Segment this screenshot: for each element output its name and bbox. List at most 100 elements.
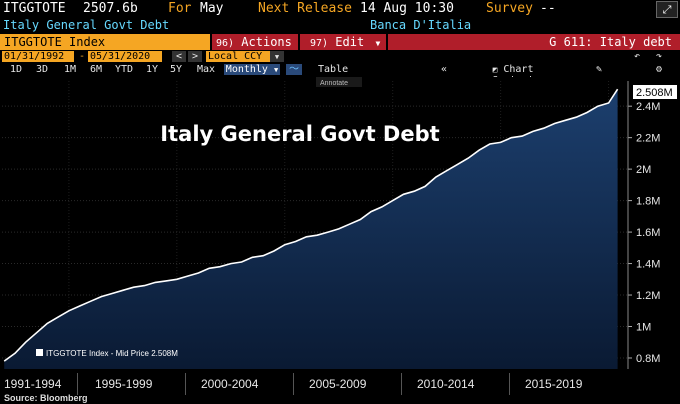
x-period-label: 2015-2019: [525, 377, 583, 391]
security-name: Italy General Govt Debt: [3, 18, 170, 32]
end-date-input[interactable]: 05/31/2020: [88, 51, 162, 62]
start-date-input[interactable]: 01/31/1992: [2, 51, 74, 62]
debt-area-fill: [4, 89, 618, 369]
caret-down-icon: ▼: [274, 53, 280, 61]
line-chart-toggle[interactable]: 〜: [286, 64, 302, 75]
range-label: 5Y: [169, 64, 183, 75]
y-tick-label: 2.4M: [636, 101, 660, 113]
x-period-label: 2000-2004: [201, 377, 259, 391]
collapse-button[interactable]: «: [436, 64, 452, 75]
y-tick-label: 1.4M: [636, 259, 660, 271]
expand-icon: ⤢: [662, 3, 672, 16]
start-date-text: 01/31/1992: [4, 51, 65, 62]
debt-series-line: [3, 88, 619, 362]
x-axis: 1991-1994 1995-1999 2000-2004 2005-2009 …: [0, 373, 680, 395]
redo-button[interactable]: ↷: [652, 51, 666, 62]
last-value-label: 2.508M: [636, 87, 673, 99]
annotate-button[interactable]: Annotate: [316, 77, 362, 87]
x-period-label: 2005-2009: [309, 377, 367, 391]
frequency-select[interactable]: Monthly ▼: [224, 64, 280, 75]
range-1y-button[interactable]: 1Y: [142, 64, 162, 75]
chart-content-icon: ◩: [492, 65, 498, 74]
function-title: G 611: Italy debt: [388, 34, 680, 50]
range-bar: 1D 3D 1M 6M YTD 1Y 5Y Max Monthly ▼ 〜 Ta…: [0, 63, 680, 86]
x-separator: [185, 373, 186, 395]
prev-period-button[interactable]: <: [172, 51, 186, 62]
table-button[interactable]: Table: [318, 64, 348, 75]
caret-down-icon: ▼: [273, 66, 279, 74]
range-ytd-button[interactable]: YTD: [110, 64, 138, 75]
range-label: 1M: [63, 64, 77, 75]
for-label: For: [168, 1, 192, 16]
currency-dropdown-button[interactable]: ▼: [270, 51, 284, 62]
edit-chart-button[interactable]: ✎: [592, 64, 606, 75]
security-header: ITGGTOTE 2507.6b For May Next Release 14…: [0, 0, 680, 18]
actions-shortcut: 96): [216, 38, 235, 49]
range-1d-button[interactable]: 1D: [4, 64, 28, 75]
y-tick-label: 2M: [636, 164, 651, 176]
caret-down-icon: ▼: [375, 39, 381, 48]
undo-button[interactable]: ↶: [630, 51, 644, 62]
annotate-label: Annotate: [320, 80, 348, 87]
y-tick-label: 1M: [636, 322, 651, 334]
survey-label: Survey: [486, 1, 533, 16]
next-period-button[interactable]: >: [188, 51, 202, 62]
range-label: Max: [196, 64, 216, 75]
range-max-button[interactable]: Max: [192, 64, 220, 75]
actions-label: Actions: [241, 35, 292, 49]
last-value-tag: 2.508M: [633, 85, 677, 99]
range-1m-button[interactable]: 1M: [58, 64, 82, 75]
edit-shortcut: 97): [310, 38, 329, 49]
security-input[interactable]: ITGGTOTE Index: [0, 34, 210, 50]
legend-swatch: [36, 349, 43, 356]
legend: ITGGTOTE Index - Mid Price 2.508M: [36, 349, 178, 358]
x-period-label: 1991-1994: [4, 377, 62, 391]
source-note: Source: Bloomberg: [4, 393, 88, 403]
undo-icon: ↶: [633, 51, 641, 62]
currency-text: Local CCY: [208, 51, 263, 62]
x-separator: [77, 373, 78, 395]
edit-menu-button[interactable]: 97) Edit ▼: [300, 34, 386, 50]
y-tick-label: 1.6M: [636, 227, 660, 239]
actions-menu-button[interactable]: 96) Actions ▼: [212, 34, 308, 50]
chevron-left-icon: <: [175, 51, 183, 62]
x-separator: [509, 373, 510, 395]
y-tick-label: 2.2M: [636, 133, 660, 145]
double-chevron-left-icon: «: [440, 64, 448, 75]
y-tick-label: 0.8M: [636, 353, 660, 365]
annotate-button-bg: [316, 77, 362, 87]
debt-chart[interactable]: 0.8M 1M 1.2M 1.4M 1.6M 1.8M 2M 2.2M 2.4M Italy G…: [0, 77, 680, 373]
ticker: ITGGTOTE: [3, 1, 66, 16]
range-6m-button[interactable]: 6M: [84, 64, 108, 75]
next-release-label: Next Release: [258, 1, 352, 16]
frequency-text: Monthly: [225, 64, 268, 75]
for-value: May: [200, 1, 224, 16]
y-axis: 0.8M 1M 1.2M 1.4M 1.6M 1.8M 2M 2.2M 2.4M: [627, 81, 660, 369]
range-label: 6M: [89, 64, 103, 75]
range-5y-button[interactable]: 5Y: [166, 64, 186, 75]
settings-button[interactable]: ⚙: [652, 64, 666, 75]
chart-title: Italy General Govt Debt: [160, 122, 439, 146]
x-period-label: 2010-2014: [417, 377, 475, 391]
pencil-icon: ✎: [595, 64, 603, 75]
chart-content-button[interactable]: ◩ Chart Content: [470, 64, 556, 86]
last-value-box: [633, 85, 677, 99]
currency-select[interactable]: Local CCY: [206, 51, 270, 62]
y-tick-label: 1.2M: [636, 290, 660, 302]
date-separator: -: [78, 51, 86, 62]
range-label: YTD: [114, 64, 134, 75]
x-period-label: 1995-1999: [95, 377, 153, 391]
date-bar: 01/31/1992 - 05/31/2020 < > Local CCY ▼ …: [0, 50, 680, 63]
y-tick-label: 1.8M: [636, 196, 660, 208]
security-input-text: ITGGTOTE Index: [4, 35, 106, 49]
range-label: 1D: [9, 64, 23, 75]
maximize-button[interactable]: ⤢: [656, 1, 678, 18]
function-title-text: G 611: Italy debt: [549, 35, 672, 49]
range-3d-button[interactable]: 3D: [30, 64, 54, 75]
line-chart-icon: 〜: [289, 64, 299, 75]
range-label: 1Y: [145, 64, 159, 75]
chevron-right-icon: >: [191, 51, 199, 62]
next-release-value: 14 Aug 10:30: [360, 1, 454, 16]
redo-icon: ↷: [655, 51, 663, 62]
last-value: 2507.6b: [83, 1, 138, 16]
